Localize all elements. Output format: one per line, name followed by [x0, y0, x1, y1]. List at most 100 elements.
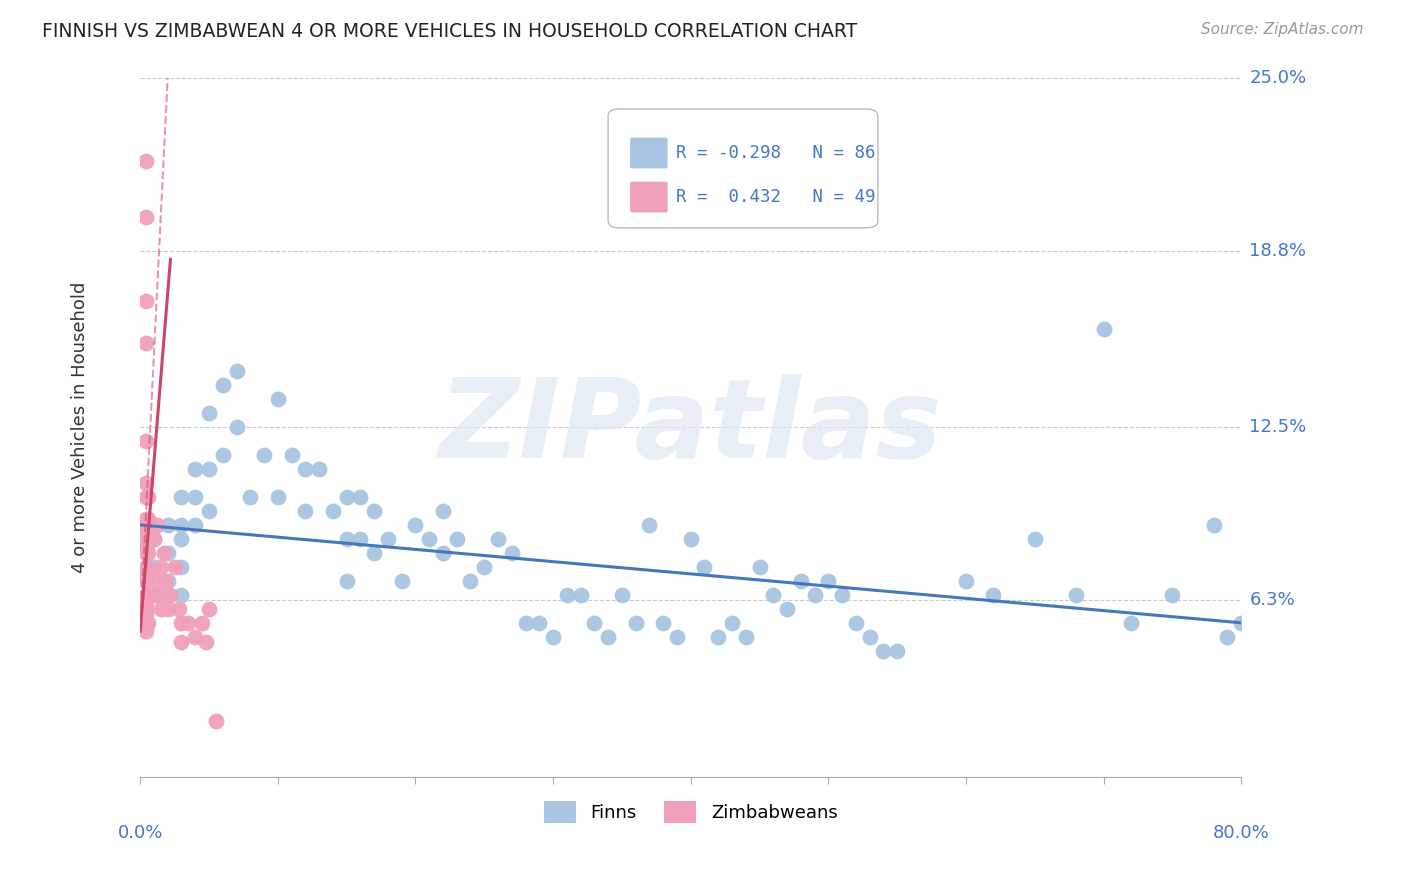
Point — [177, 615, 200, 630]
Point — [184, 517, 207, 532]
Point — [149, 602, 172, 616]
FancyBboxPatch shape — [630, 137, 668, 169]
Point — [135, 546, 157, 560]
Point — [529, 615, 551, 630]
Point — [598, 630, 620, 644]
Point — [446, 532, 468, 546]
Point — [432, 546, 454, 560]
Point — [135, 602, 157, 616]
Text: R =  0.432   N = 49: R = 0.432 N = 49 — [676, 188, 876, 206]
Point — [817, 574, 839, 588]
Point — [205, 714, 228, 728]
Point — [349, 532, 371, 546]
Point — [734, 630, 756, 644]
Point — [460, 574, 482, 588]
Point — [145, 574, 167, 588]
Point — [803, 588, 825, 602]
Text: R = -0.298   N = 86: R = -0.298 N = 86 — [676, 144, 876, 162]
Point — [156, 546, 179, 560]
Point — [138, 615, 160, 630]
Point — [267, 392, 290, 406]
Point — [239, 490, 262, 504]
Point — [583, 615, 606, 630]
Point — [156, 602, 179, 616]
Point — [336, 532, 359, 546]
Point — [198, 406, 221, 420]
Point — [170, 517, 193, 532]
Point — [308, 462, 330, 476]
Point — [135, 560, 157, 574]
Point — [138, 568, 160, 582]
Text: 0.0%: 0.0% — [118, 824, 163, 842]
Point — [135, 532, 157, 546]
Point — [486, 532, 509, 546]
FancyBboxPatch shape — [630, 182, 668, 212]
Point — [541, 630, 564, 644]
Point — [211, 378, 233, 392]
Point — [831, 588, 853, 602]
Point — [170, 635, 193, 649]
Point — [135, 154, 157, 169]
Point — [163, 560, 186, 574]
Point — [138, 588, 160, 602]
Point — [135, 596, 157, 610]
Point — [790, 574, 813, 588]
Point — [153, 574, 176, 588]
Point — [135, 434, 157, 448]
Point — [501, 546, 523, 560]
Point — [167, 602, 190, 616]
Point — [170, 588, 193, 602]
Point — [432, 504, 454, 518]
Point — [253, 448, 276, 462]
Point — [638, 517, 661, 532]
Point — [859, 630, 882, 644]
Text: ZIPatlas: ZIPatlas — [439, 374, 942, 481]
Point — [1230, 615, 1253, 630]
Point — [652, 615, 675, 630]
Point — [170, 560, 193, 574]
Legend: Finns, Zimbabweans: Finns, Zimbabweans — [537, 794, 845, 830]
Point — [135, 490, 157, 504]
Point — [138, 546, 160, 560]
Point — [1216, 630, 1239, 644]
Text: 4 or more Vehicles in Household: 4 or more Vehicles in Household — [70, 281, 89, 573]
Point — [141, 524, 163, 538]
Point — [135, 336, 157, 351]
Point — [391, 574, 413, 588]
Point — [198, 462, 221, 476]
Point — [135, 607, 157, 622]
Point — [707, 630, 730, 644]
Point — [191, 615, 214, 630]
Point — [762, 588, 785, 602]
Point — [748, 560, 770, 574]
Point — [294, 504, 316, 518]
Text: 80.0%: 80.0% — [1213, 824, 1270, 842]
Point — [135, 624, 157, 639]
Point — [156, 574, 179, 588]
Point — [135, 574, 157, 588]
Point — [135, 524, 157, 538]
Point — [665, 630, 688, 644]
Point — [142, 560, 165, 574]
Point — [135, 566, 157, 580]
Point — [515, 615, 537, 630]
Point — [145, 517, 167, 532]
Point — [322, 504, 344, 518]
Point — [184, 462, 207, 476]
Point — [184, 630, 207, 644]
Point — [294, 462, 316, 476]
Point — [135, 588, 157, 602]
Point — [211, 448, 233, 462]
Point — [142, 588, 165, 602]
Point — [983, 588, 1005, 602]
Point — [142, 532, 165, 546]
Point — [404, 517, 426, 532]
Point — [349, 490, 371, 504]
Point — [1024, 532, 1046, 546]
Point — [555, 588, 578, 602]
Point — [693, 560, 716, 574]
Point — [135, 537, 157, 551]
FancyBboxPatch shape — [609, 109, 877, 227]
Point — [363, 504, 385, 518]
Text: Source: ZipAtlas.com: Source: ZipAtlas.com — [1201, 22, 1364, 37]
